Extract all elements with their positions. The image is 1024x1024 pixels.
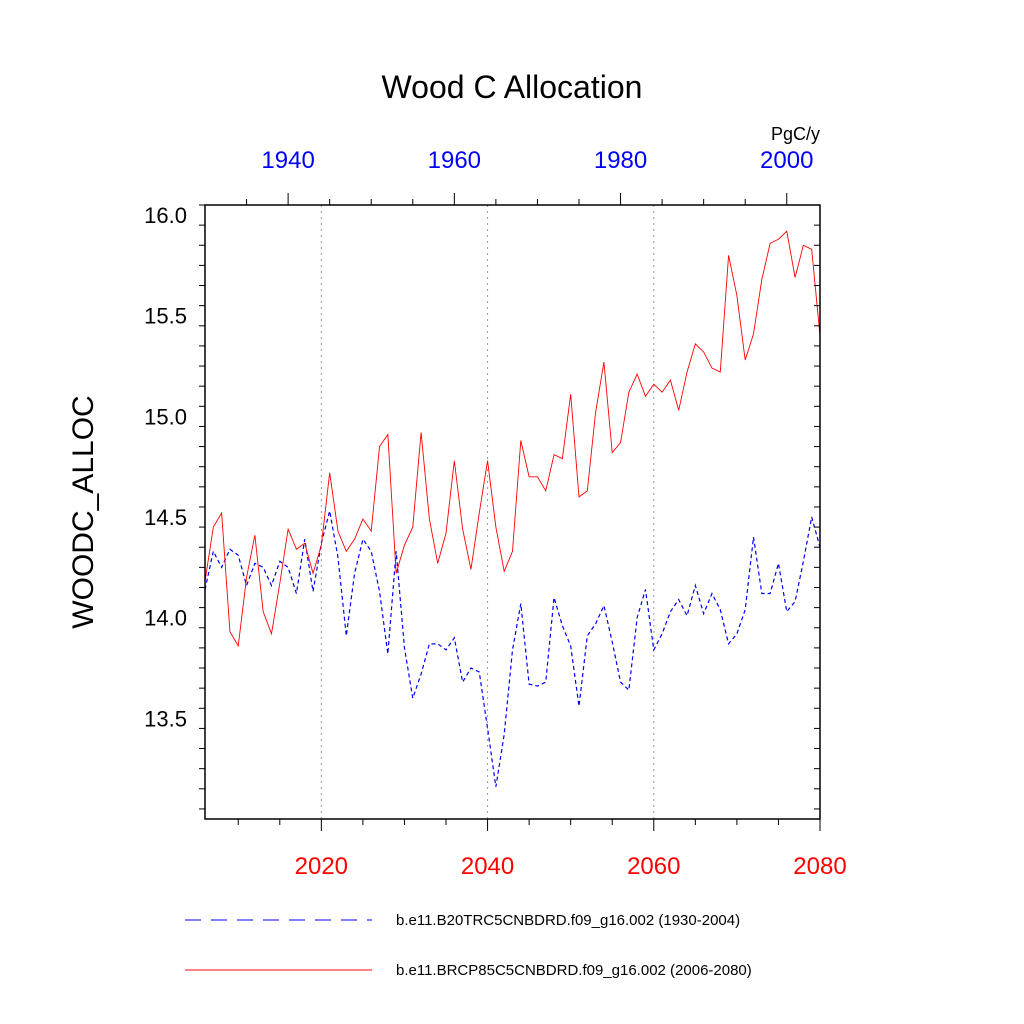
units-label: PgC/y (771, 124, 820, 144)
x-tick-label-top: 1960 (428, 147, 481, 174)
x-tick-label-bottom: 2020 (295, 853, 348, 880)
series-group (204, 230, 821, 787)
y-tick-label: 14.0 (144, 606, 187, 631)
y-tick-label: 16.0 (144, 203, 187, 228)
legend-label-historical: b.e11.B20TRC5CNBDRD.f09_g16.002 (1930-20… (396, 912, 740, 929)
x-tick-label-top: 1940 (261, 147, 314, 174)
x-tick-label-top: 2000 (760, 147, 813, 174)
legend-label-rcp85: b.e11.BRCP85C5CNBDRD.f09_g16.002 (2006-2… (396, 962, 752, 979)
x-tick-label-bottom: 2060 (627, 853, 680, 880)
axis-ticks (199, 193, 821, 831)
x-tick-label-bottom: 2040 (461, 853, 514, 880)
y-tick-label: 14.5 (144, 505, 187, 530)
y-tick-label: 13.5 (144, 706, 187, 731)
y-tick-label: 15.0 (144, 404, 187, 429)
series-line-historical (204, 510, 821, 787)
series-line-rcp85 (204, 230, 821, 648)
x-tick-label-bottom: 2080 (793, 853, 846, 880)
plot-frame (204, 204, 821, 820)
chart-title: Wood C Allocation (382, 69, 643, 105)
gridlines (320, 205, 655, 819)
tick-labels: 13.5 14.0 14.5 15.0 15.5 16.0 2020 2040 2060 2080… (144, 147, 847, 880)
x-tick-label-top: 1980 (594, 147, 647, 174)
y-axis-label: WOODC_ALLOC (67, 395, 100, 628)
y-tick-label: 15.5 (144, 304, 187, 329)
legend: b.e11.B20TRC5CNBDRD.f09_g16.002 (1930-20… (185, 912, 752, 979)
